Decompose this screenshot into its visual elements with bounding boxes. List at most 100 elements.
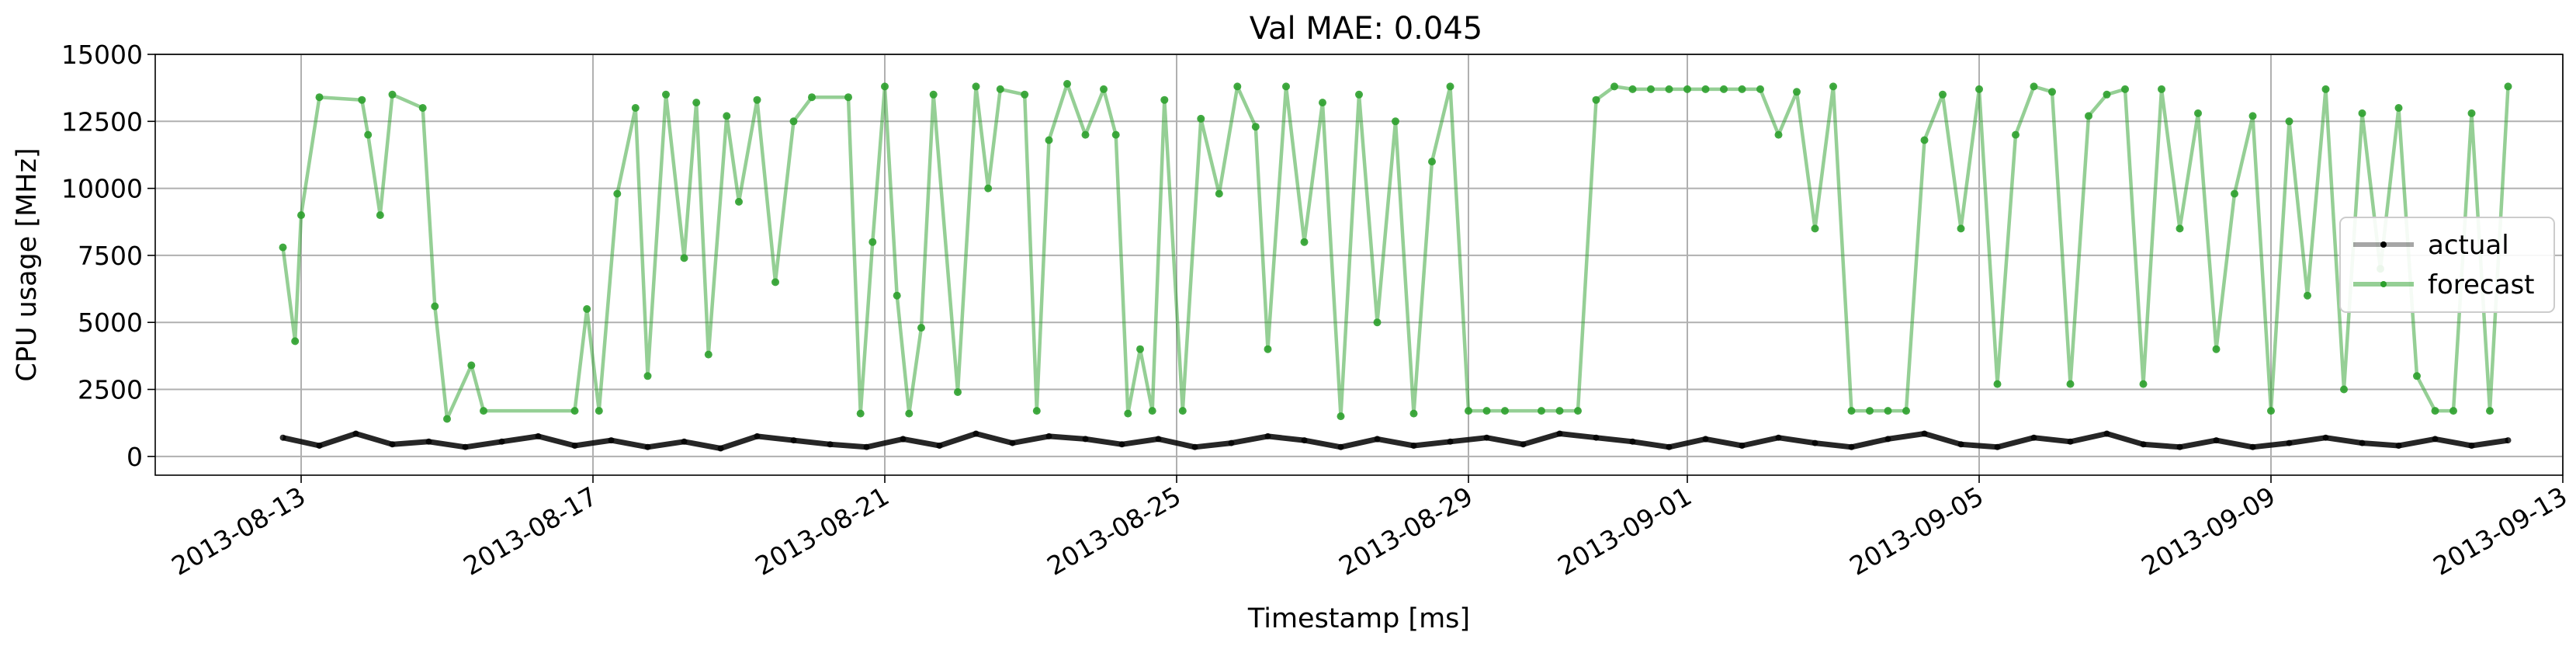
forecast-point <box>2413 372 2421 380</box>
forecast-point <box>1021 90 1029 99</box>
forecast-point <box>735 197 743 206</box>
actual-point <box>2468 443 2475 449</box>
actual-point <box>1848 443 1855 450</box>
actual-point <box>2249 443 2256 450</box>
actual-point <box>535 432 542 439</box>
forecast-point <box>1829 82 1837 91</box>
forecast-point <box>1884 407 1892 415</box>
actual-point <box>425 438 432 445</box>
forecast-point <box>1866 407 1874 415</box>
forecast-point <box>2212 345 2221 353</box>
forecast-point <box>1111 130 1120 139</box>
forecast-point <box>1081 130 1090 139</box>
forecast-point <box>1720 85 1728 93</box>
actual-point <box>2286 439 2293 446</box>
forecast-point <box>2394 104 2403 112</box>
forecast-point <box>2321 85 2330 93</box>
forecast-point <box>1337 412 1345 421</box>
actual-point <box>1666 443 1673 450</box>
forecast-point <box>753 96 761 104</box>
forecast-point <box>631 104 640 112</box>
actual-point <box>2140 441 2147 448</box>
actual-point <box>1082 436 1089 443</box>
forecast-point <box>1319 99 1326 107</box>
legend: actual forecast <box>2339 217 2555 313</box>
forecast-point <box>1628 85 1637 93</box>
forecast-point <box>996 85 1004 93</box>
forecast-point <box>1446 82 1454 91</box>
actual-point <box>1374 436 1381 443</box>
actual-point <box>2213 437 2220 444</box>
forecast-point <box>2231 189 2238 198</box>
forecast-point <box>1251 123 1260 131</box>
forecast-point <box>1538 407 1545 415</box>
actual-point <box>1884 436 1891 443</box>
forecast-point <box>2048 88 2056 96</box>
forecast-point <box>1555 407 1564 415</box>
forecast-point <box>662 90 670 99</box>
actual-point <box>1629 438 1636 445</box>
forecast-point <box>2012 130 2020 139</box>
y-tick-label: 2500 <box>78 375 143 405</box>
actual-point <box>2505 437 2512 444</box>
legend-box <box>2339 217 2555 313</box>
forecast-point <box>364 130 373 139</box>
forecast-point <box>868 238 877 246</box>
forecast-point <box>2449 407 2457 415</box>
actual-point <box>2432 436 2439 443</box>
forecast-point <box>1392 117 1399 126</box>
actual-point <box>681 438 688 445</box>
forecast-point <box>692 99 701 107</box>
forecast-point <box>1993 380 2002 388</box>
forecast-point <box>2085 112 2092 120</box>
forecast-point <box>1100 85 1108 93</box>
actual-point <box>1009 439 1016 446</box>
forecast-point <box>315 93 324 102</box>
forecast-point <box>2121 85 2129 93</box>
y-tick-label: 12500 <box>61 106 143 137</box>
forecast-point <box>1939 90 1947 99</box>
actual-point <box>1812 439 1818 446</box>
forecast-point <box>2030 82 2038 91</box>
forecast-point <box>954 388 962 396</box>
forecast-point <box>2504 82 2512 91</box>
actual-point <box>827 441 834 448</box>
forecast-point <box>2285 117 2293 126</box>
actual-point <box>279 434 286 441</box>
actual-point <box>462 443 469 450</box>
forecast-point <box>704 350 712 359</box>
actual-point <box>1301 437 1308 444</box>
forecast-point <box>1045 136 1053 144</box>
actual-point <box>1957 441 1964 448</box>
forecast-point <box>388 90 397 99</box>
forecast-point <box>595 407 603 415</box>
forecast-point <box>467 361 476 370</box>
forecast-point <box>917 324 925 332</box>
actual-point <box>1921 430 1928 437</box>
forecast-point <box>2103 90 2111 99</box>
forecast-point <box>1300 238 1309 246</box>
x-axis-title: Timestamp [ms] <box>1247 603 1470 634</box>
forecast-point <box>1428 158 1436 166</box>
y-axis: 0 2500 5000 7500 10000 12500 15000 <box>61 40 155 472</box>
forecast-point <box>1063 80 1071 88</box>
y-tick-label: 0 <box>127 442 143 472</box>
forecast-point <box>358 96 366 104</box>
forecast-point <box>2358 109 2366 117</box>
forecast-point <box>1160 96 1169 104</box>
actual-point <box>900 436 907 443</box>
actual-point <box>717 445 724 452</box>
forecast-point <box>1665 85 1673 93</box>
forecast-point <box>613 189 622 198</box>
actual-point <box>1593 434 1600 441</box>
forecast-point <box>723 112 731 120</box>
forecast-point <box>1975 85 1983 93</box>
forecast-point <box>570 407 579 415</box>
forecast-point <box>1264 345 1272 353</box>
forecast-point <box>376 211 384 220</box>
actual-point <box>1556 430 1563 437</box>
actual-point <box>2322 434 2329 441</box>
actual-point <box>1483 434 1490 441</box>
actual-point <box>1337 443 1344 450</box>
actual-point <box>1410 443 1417 449</box>
